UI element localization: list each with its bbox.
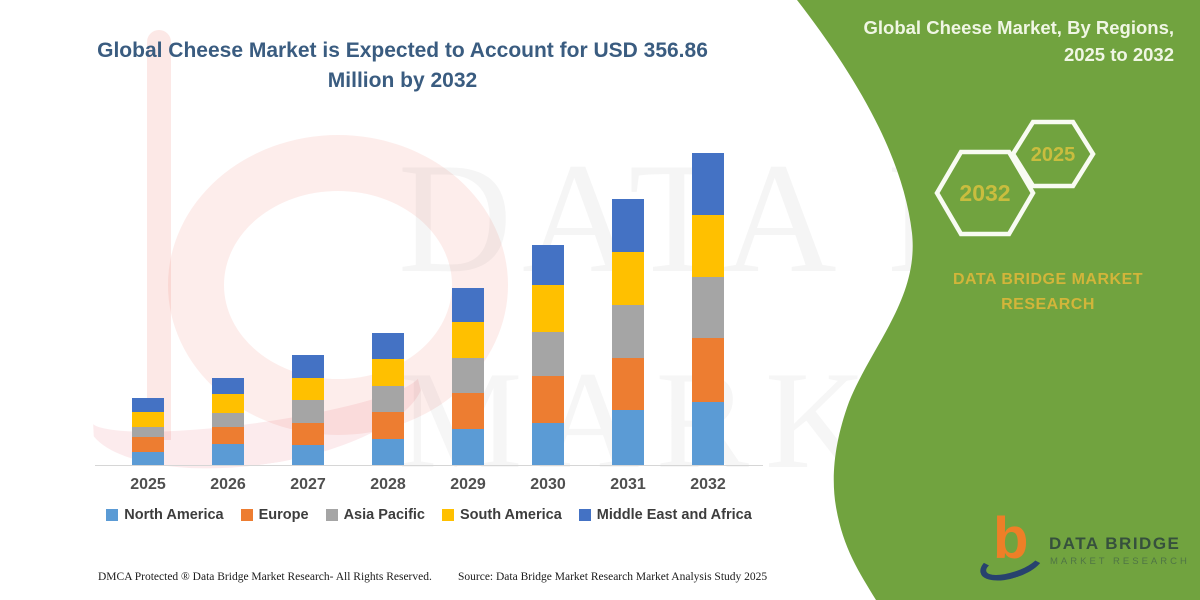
axis-label-2028: 2028 — [370, 476, 406, 493]
bar-segment — [292, 445, 324, 465]
bar-segment — [372, 439, 404, 465]
bar-segment — [612, 305, 644, 358]
bar-segment — [212, 413, 244, 427]
bar-2029 — [452, 288, 484, 465]
hexagon-year-badges: 2032 2025 — [934, 119, 1096, 237]
bar-segment — [532, 423, 564, 465]
brand-wordmark: DATA BRIDGE MARKET RESEARCH — [933, 268, 1163, 318]
bar-segment — [372, 412, 404, 439]
bar-2027 — [292, 355, 324, 465]
hexagon-2025-label: 2025 — [1031, 144, 1076, 166]
bar-segment — [452, 288, 484, 322]
legend-item: Middle East and Africa — [578, 507, 752, 523]
bar-segment — [452, 429, 484, 465]
legend-item: Asia Pacific — [325, 507, 425, 523]
brand-line1: DATA BRIDGE MARKET — [952, 271, 1144, 288]
bar-segment — [692, 277, 724, 338]
bar-segment — [692, 338, 724, 402]
axis-label-2032: 2032 — [690, 476, 726, 493]
legend-swatch-icon — [106, 509, 119, 521]
bar-segment — [292, 355, 324, 378]
bar-2025 — [132, 398, 164, 465]
side-panel-heading-line1: Global Cheese Market, By Regions, — [863, 17, 1174, 38]
axis-label-2027: 2027 — [290, 476, 326, 493]
company-logo: b DATA BRIDGE MARKET RESEARCH — [975, 510, 1190, 590]
bar-segment — [372, 333, 404, 359]
bar-segment — [692, 153, 724, 215]
chart-title-line2: Million by 2032 — [327, 69, 478, 93]
bar-segment — [452, 358, 484, 393]
bar-segment — [212, 444, 244, 465]
source-note: Source: Data Bridge Market Research Mark… — [458, 571, 768, 583]
bar-segment — [292, 378, 324, 400]
axis-label-2025: 2025 — [130, 476, 166, 493]
legend-swatch-icon — [578, 509, 591, 521]
watermark-logo-stem — [147, 30, 171, 440]
legend-item: Europe — [240, 507, 309, 523]
legend-label: North America — [124, 507, 224, 523]
bar-segment — [132, 412, 164, 427]
bar-segment — [212, 427, 244, 444]
bar-segment — [132, 437, 164, 452]
dmca-notice: DMCA Protected ® Data Bridge Market Rese… — [98, 571, 432, 583]
side-panel-heading-line2: 2025 to 2032 — [1063, 43, 1174, 65]
bar-segment — [452, 393, 484, 429]
bar-segment — [532, 332, 564, 376]
legend-label: Asia Pacific — [343, 507, 425, 523]
bar-segment — [612, 252, 644, 305]
legend-item: South America — [442, 507, 562, 523]
x-axis-line — [95, 465, 763, 466]
bar-segment — [292, 423, 324, 445]
legend-label: Europe — [258, 507, 309, 523]
bar-segment — [692, 402, 724, 465]
bar-2030 — [532, 245, 564, 465]
hexagon-2032-outline — [934, 149, 1036, 237]
hexagon-2032-label: 2032 — [959, 180, 1010, 206]
axis-label-2031: 2031 — [610, 476, 646, 493]
bar-segment — [212, 378, 244, 394]
legend: North America Europe Asia Pacific South Ame… — [95, 507, 763, 523]
bar-2032 — [692, 153, 724, 465]
logo-b-icon: b — [993, 506, 1029, 571]
bar-segment — [292, 400, 324, 423]
bar-segment — [612, 199, 644, 252]
hexagon-2025-outline — [1010, 119, 1096, 189]
bar-segment — [132, 452, 164, 465]
bar-segment — [372, 359, 404, 386]
bar-segment — [132, 427, 164, 437]
bar-segment — [212, 394, 244, 413]
axis-label-2030: 2030 — [530, 476, 566, 493]
legend-label: South America — [460, 507, 562, 523]
legend-label: Middle East and Africa — [596, 507, 752, 523]
bar-segment — [532, 285, 564, 332]
logo-subtitle: MARKET RESEARCH — [1050, 556, 1190, 567]
bar-segment — [132, 398, 164, 412]
legend-swatch-icon — [442, 509, 454, 521]
chart-title-line1: Global Cheese Market is Expected to Acco… — [97, 39, 708, 62]
bar-2031 — [612, 199, 644, 465]
bar-2028 — [372, 333, 404, 465]
side-panel-heading: Global Cheese Market, By Regions, 2025 t… — [834, 15, 1174, 69]
legend-item: North America — [106, 507, 224, 523]
bar-2026 — [212, 378, 244, 465]
bar-segment — [612, 358, 644, 410]
bar-segment — [612, 410, 644, 465]
axis-label-2026: 2026 — [210, 476, 246, 493]
bar-segment — [372, 386, 404, 412]
bar-segment — [452, 322, 484, 358]
bar-segment — [532, 245, 564, 285]
bar-segment — [692, 215, 724, 277]
chart-title: Global Cheese Market is Expected to Acco… — [75, 36, 730, 97]
legend-swatch-icon — [325, 509, 338, 521]
axis-label-2029: 2029 — [450, 476, 486, 493]
bar-segment — [532, 376, 564, 423]
legend-swatch-icon — [240, 509, 253, 521]
logo-name: DATA BRIDGE — [1049, 534, 1181, 553]
brand-line2: RESEARCH — [1001, 295, 1095, 313]
